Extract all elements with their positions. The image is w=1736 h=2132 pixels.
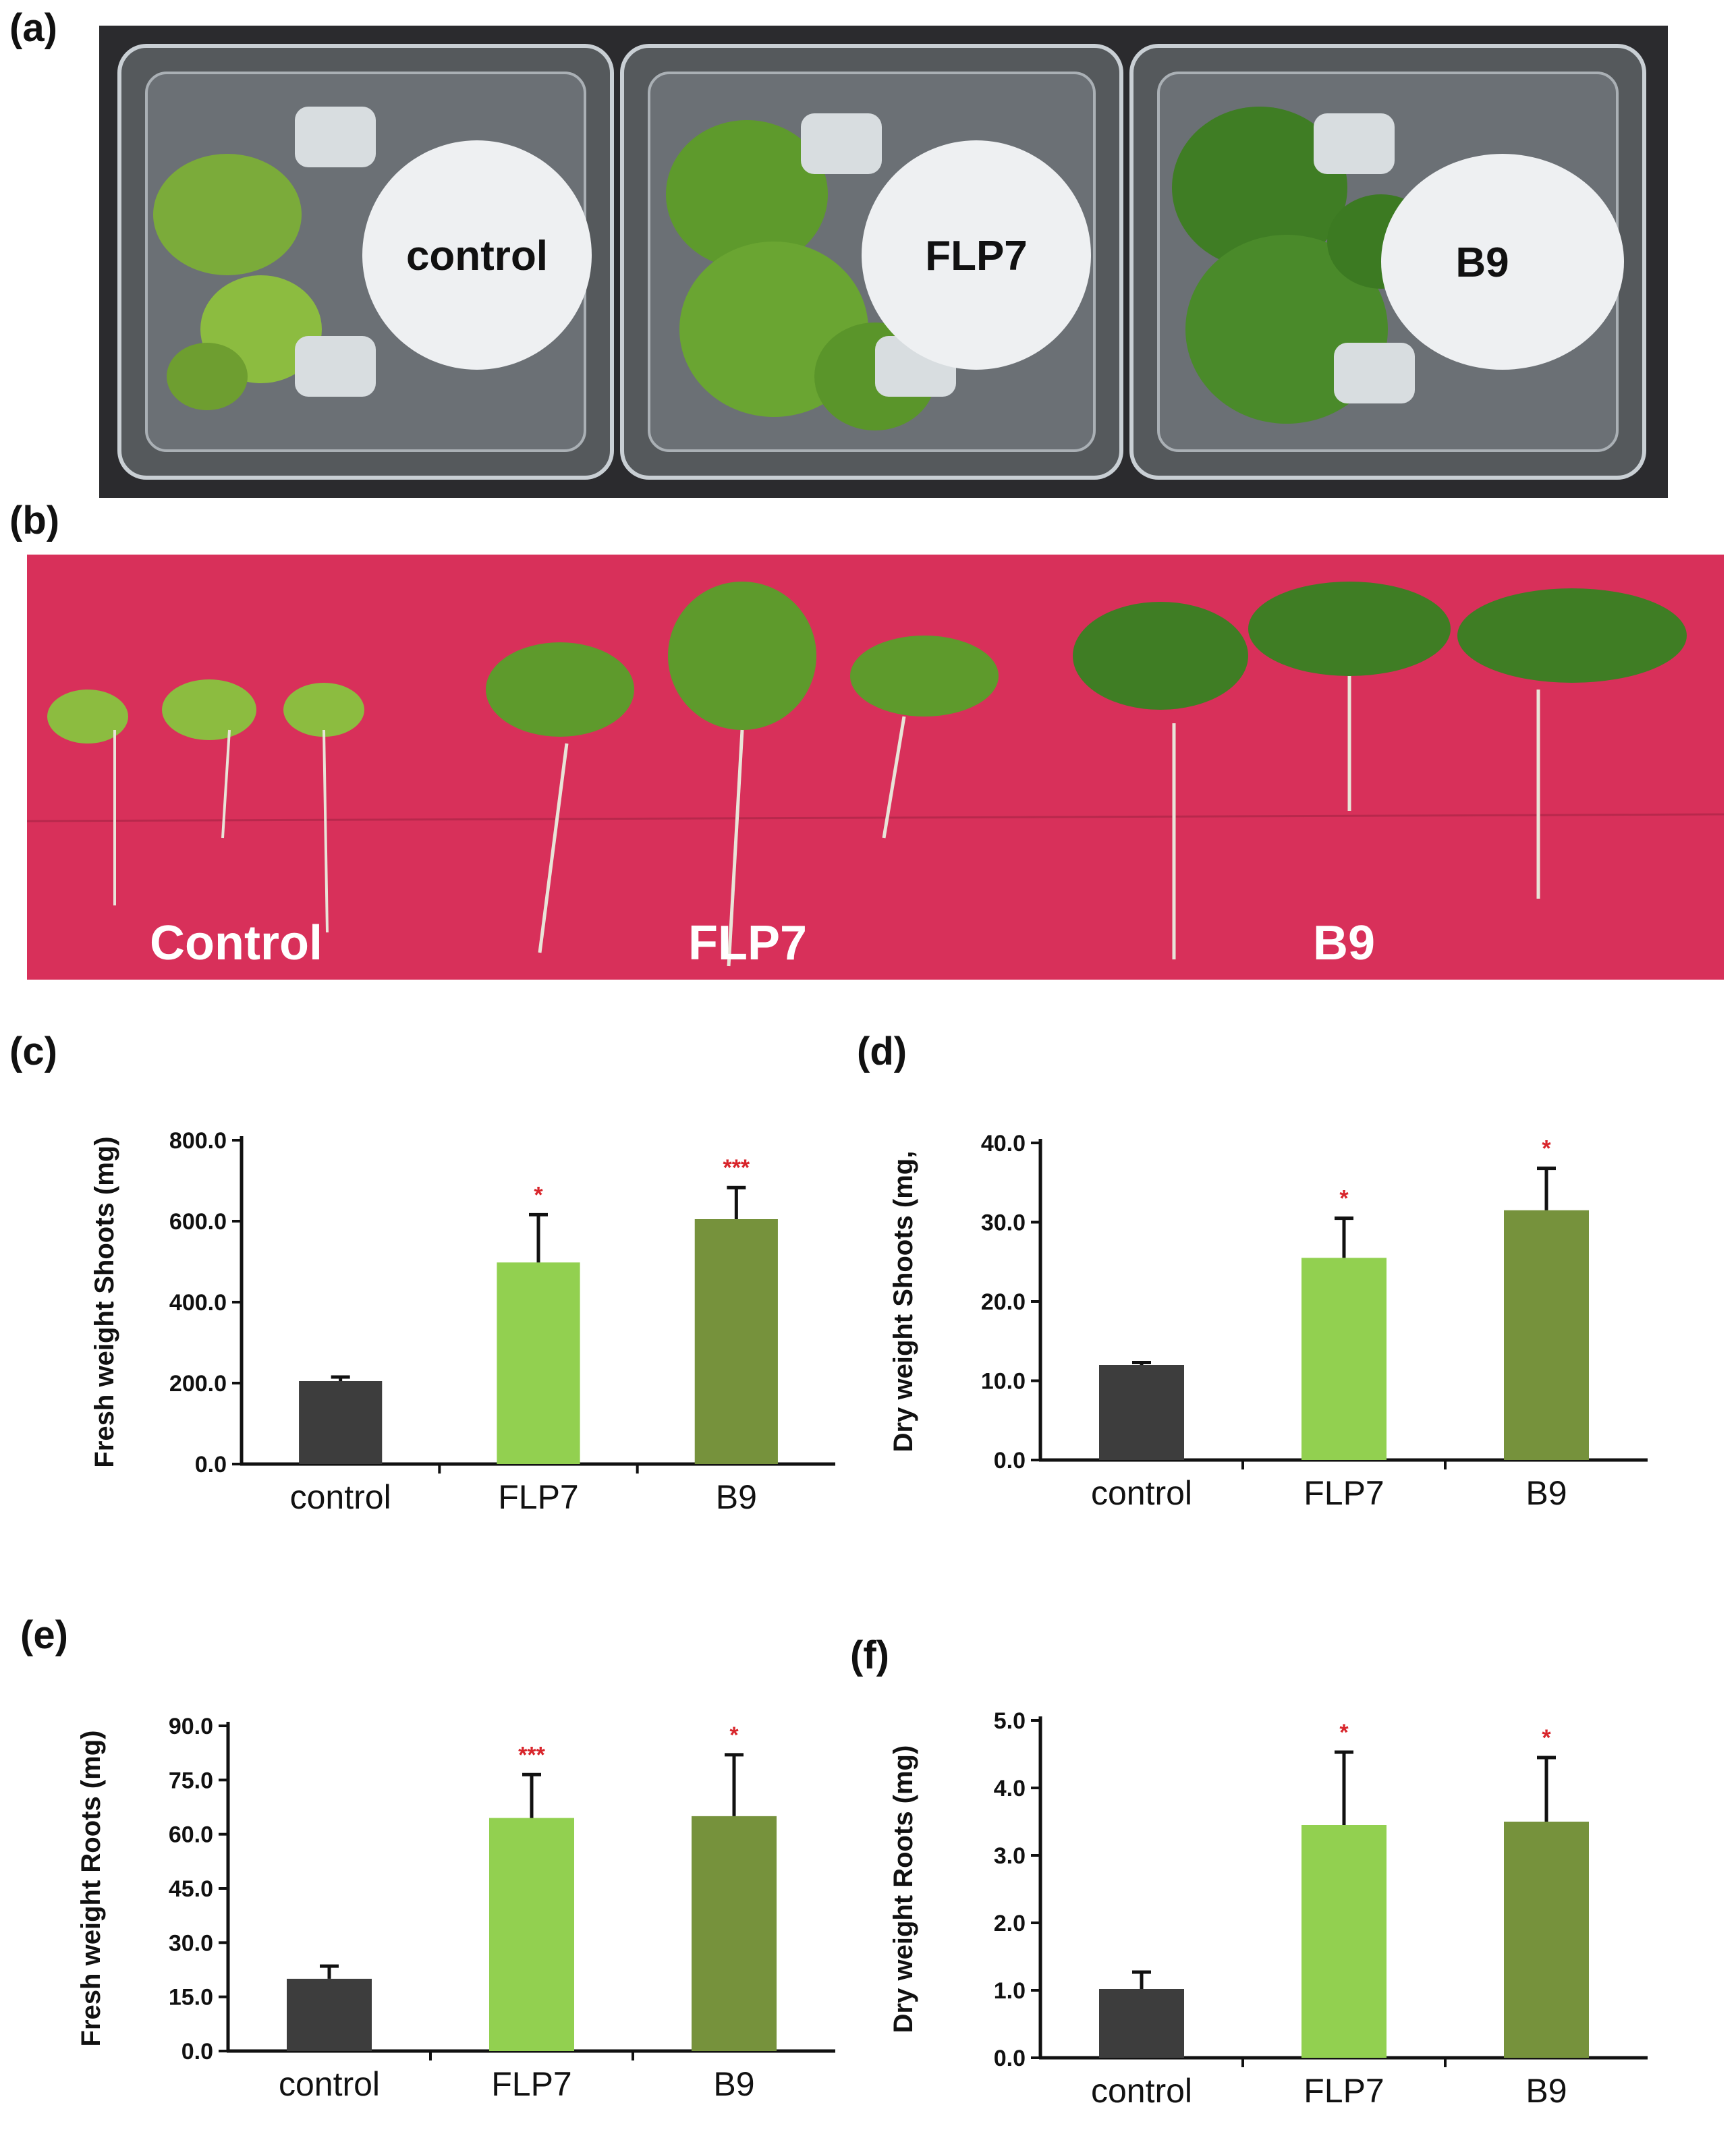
photo-a-label-control: control	[406, 233, 548, 279]
photo-a-label-b9: B9	[1455, 240, 1509, 286]
chart-d-plot: 0.0 10.0 20.0 30.0 40.0 Dry weight Shoots (mg…	[889, 1131, 1648, 1512]
chart-fresh-weight-roots: 0.0 15.0 30.0 45.0 60.0 75.0 90.0 Fresh weight …	[76, 1714, 835, 2103]
culture-box-control: control	[117, 44, 614, 480]
y-tick-label: 30.0	[169, 1930, 213, 1956]
x-category-label: B9	[1525, 1474, 1567, 1512]
y-tick-label: 10.0	[981, 1369, 1026, 1395]
significance-marker: ***	[723, 1155, 750, 1181]
culture-box-flp7: FLP7	[620, 44, 1123, 480]
x-category-label: FLP7	[491, 2065, 572, 2103]
bar-b9	[694, 1219, 778, 1464]
y-tick-label: 2.0	[994, 1911, 1026, 1936]
y-tick-label: 0.0	[181, 2039, 213, 2065]
significance-marker: *	[1542, 1136, 1551, 1162]
panel-a-letter: (a)	[9, 6, 57, 50]
chart-c-plot: 0.0 200.0 400.0 600.0 800.0 Fresh weight Shoo…	[90, 1128, 835, 1516]
y-tick-label: 0.0	[195, 1452, 227, 1478]
y-tick-label: 4.0	[994, 1776, 1026, 1801]
x-category-label: FLP7	[498, 1478, 579, 1516]
x-category-label: FLP7	[1304, 1474, 1384, 1512]
x-category-label: FLP7	[1304, 2072, 1384, 2110]
y-tick-label: 200.0	[169, 1371, 227, 1397]
photo-a-label-flp7: FLP7	[925, 233, 1028, 279]
photo-b-label-flp7: FLP7	[688, 916, 807, 970]
bar-flp7	[489, 1818, 574, 2051]
y-tick-label: 40.0	[981, 1131, 1026, 1156]
significance-marker: *	[1339, 1186, 1349, 1212]
photo-b-label-control: Control	[150, 916, 323, 970]
x-category-label: control	[290, 1478, 391, 1516]
y-tick-label: 3.0	[994, 1843, 1026, 1869]
y-tick-label: 45.0	[169, 1876, 213, 1902]
bar-flp7	[497, 1262, 580, 1464]
seedlings-b9	[1073, 582, 1687, 959]
y-tick-label: 15.0	[169, 1985, 213, 2011]
significance-marker: *	[534, 1182, 543, 1208]
x-category-label: B9	[716, 1478, 757, 1516]
bar-control	[1099, 1365, 1184, 1460]
y-tick-label: 75.0	[169, 1768, 213, 1793]
significance-marker: ***	[518, 1742, 545, 1768]
y-tick-label: 1.0	[994, 1978, 1026, 2004]
bar-control	[287, 1978, 372, 2051]
bar-flp7	[1301, 1825, 1387, 2058]
photo-b-label-b9: B9	[1313, 916, 1375, 970]
y-tick-label: 400.0	[169, 1290, 227, 1316]
seedlings-flp7	[486, 582, 999, 967]
y-tick-label: 60.0	[169, 1822, 213, 1848]
y-axis-label: Fresh weight Roots (mg)	[76, 1731, 106, 2047]
y-tick-label: 800.0	[169, 1128, 227, 1154]
photo-culture-boxes: control FLP7 B9	[99, 26, 1668, 498]
x-category-label: B9	[1525, 2072, 1567, 2110]
y-tick-label: 20.0	[981, 1289, 1026, 1315]
bar-b9	[1504, 1822, 1589, 2058]
significance-marker: *	[1542, 1725, 1551, 1751]
seedlings-control	[47, 679, 364, 933]
significance-marker: *	[729, 1722, 739, 1748]
y-tick-label: 0.0	[994, 2046, 1026, 2071]
chart-fresh-weight-shoots: 0.0 200.0 400.0 600.0 800.0 Fresh weight Shoo…	[0, 0, 870, 1552]
chart-dry-weight-shoots: 0.0 10.0 20.0 30.0 40.0 Dry weight Shoots (mg…	[889, 1131, 1648, 1512]
y-tick-label: 600.0	[169, 1209, 227, 1235]
y-axis-label: Dry weight Roots (mg)	[889, 1745, 918, 2033]
x-category-label: B9	[713, 2065, 754, 2103]
panel-b-letter: (b)	[9, 499, 60, 542]
chart-e-plot: 0.0 15.0 30.0 45.0 60.0 75.0 90.0 Fresh weight …	[76, 1714, 835, 2103]
panel-e-letter: (e)	[20, 1613, 68, 1657]
photo-seedlings: Control FLP7 B9	[27, 555, 1724, 980]
y-tick-label: 0.0	[994, 1448, 1026, 1474]
chart-f-plot: 0.0 1.0 2.0 3.0 4.0 5.0 Dry weight Roots (mg) c…	[889, 1708, 1648, 2110]
x-category-label: control	[1091, 2072, 1192, 2110]
y-tick-label: 30.0	[981, 1210, 1026, 1236]
significance-marker: *	[1339, 1720, 1349, 1745]
y-tick-label: 5.0	[994, 1708, 1026, 1734]
y-axis-label: Dry weight Shoots (mg,	[889, 1151, 918, 1453]
panel-f-letter: (f)	[850, 1633, 889, 1677]
bar-b9	[692, 1816, 777, 2051]
x-category-label: control	[1091, 1474, 1192, 1512]
culture-box-b9: B9	[1129, 44, 1646, 480]
y-axis-label: Fresh weight Shoots (mg)	[90, 1136, 119, 1467]
panel-c-letter: (c)	[9, 1030, 57, 1073]
x-category-label: control	[279, 2065, 380, 2103]
bar-control	[1099, 1989, 1184, 2058]
y-tick-label: 90.0	[169, 1714, 213, 1739]
bar-flp7	[1301, 1258, 1387, 1460]
bar-control	[299, 1381, 383, 1464]
bar-b9	[1504, 1210, 1589, 1460]
panel-d-letter: (d)	[857, 1030, 907, 1073]
